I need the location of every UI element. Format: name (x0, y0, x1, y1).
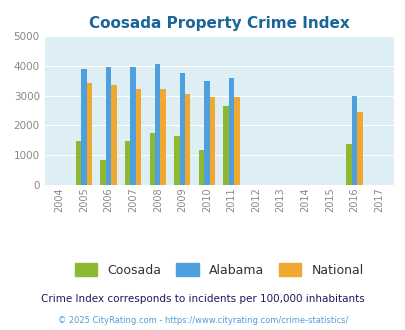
Bar (106, 68, 111, 185)
Bar (130, 67, 136, 185)
Text: Crime Index corresponds to incidents per 100,000 inhabitants: Crime Index corresponds to incidents per… (41, 294, 364, 304)
Bar (149, 133, 155, 185)
Bar (209, 97, 215, 185)
Bar (234, 97, 239, 185)
Title: Coosada Property Crime Index: Coosada Property Crime Index (89, 16, 349, 31)
Text: © 2025 CityRating.com - https://www.cityrating.com/crime-statistics/: © 2025 CityRating.com - https://www.city… (58, 316, 347, 325)
Bar (100, 160, 106, 185)
Bar (204, 81, 209, 185)
Bar (111, 85, 116, 185)
Bar (174, 136, 179, 185)
Bar (228, 78, 234, 185)
Bar (185, 94, 190, 185)
Bar (345, 144, 351, 185)
Bar (356, 112, 362, 185)
Bar (179, 73, 185, 185)
Bar (87, 82, 92, 185)
Bar (155, 64, 160, 185)
Bar (198, 150, 204, 185)
Legend: Coosada, Alabama, National: Coosada, Alabama, National (70, 258, 368, 281)
Bar (223, 106, 228, 185)
Bar (76, 141, 81, 185)
Bar (136, 88, 141, 185)
Bar (81, 69, 87, 185)
Bar (351, 96, 356, 185)
Bar (160, 89, 166, 185)
Bar (125, 141, 130, 185)
